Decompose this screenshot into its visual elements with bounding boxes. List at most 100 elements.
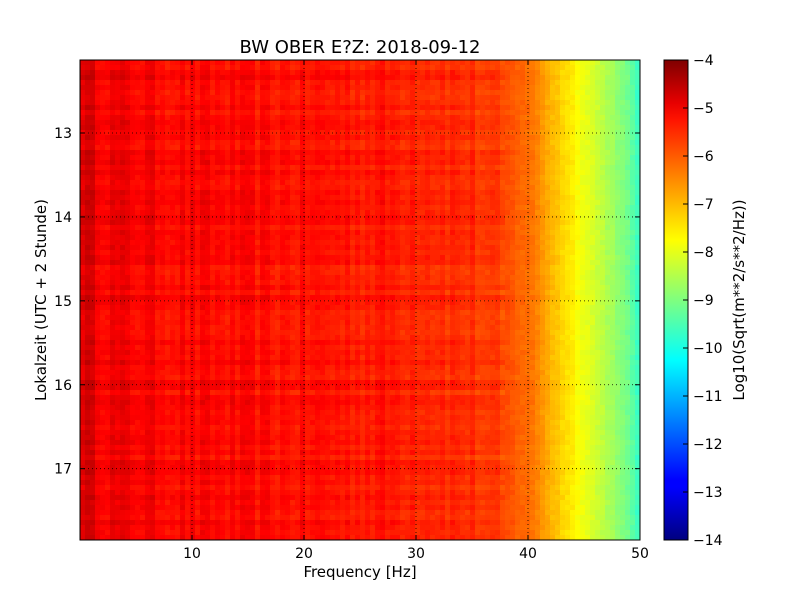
heatmap-cell bbox=[120, 240, 126, 246]
heatmap-cell bbox=[275, 185, 281, 191]
heatmap-cell bbox=[345, 150, 351, 156]
heatmap-cell bbox=[510, 245, 516, 251]
heatmap-cell bbox=[255, 265, 261, 271]
heatmap-cell bbox=[565, 75, 571, 81]
heatmap-cell bbox=[630, 125, 636, 131]
heatmap-cell bbox=[635, 225, 640, 231]
heatmap-cell bbox=[225, 105, 231, 111]
heatmap-cell bbox=[185, 85, 191, 91]
heatmap-cell bbox=[205, 135, 211, 141]
heatmap-cell bbox=[225, 70, 231, 76]
heatmap-cell bbox=[280, 175, 286, 181]
heatmap-cell bbox=[125, 215, 131, 221]
heatmap-cell bbox=[545, 220, 551, 226]
heatmap-cell bbox=[475, 215, 481, 221]
heatmap-cell bbox=[515, 200, 521, 206]
heatmap-cell bbox=[335, 275, 341, 281]
heatmap-cell bbox=[385, 205, 391, 211]
heatmap-cell bbox=[530, 245, 536, 251]
heatmap-cell bbox=[195, 160, 201, 166]
heatmap-cell bbox=[195, 190, 201, 196]
heatmap-cell bbox=[280, 165, 286, 171]
heatmap-cell bbox=[485, 90, 491, 96]
heatmap-cell bbox=[220, 180, 226, 186]
heatmap-cell bbox=[465, 125, 471, 131]
heatmap-cell bbox=[575, 150, 581, 156]
heatmap-cell bbox=[595, 250, 601, 256]
heatmap-cell bbox=[625, 210, 631, 216]
heatmap-cell bbox=[455, 260, 461, 266]
heatmap-cell bbox=[610, 275, 616, 281]
heatmap-cell bbox=[80, 230, 86, 236]
heatmap-cell bbox=[205, 120, 211, 126]
heatmap-cell bbox=[130, 160, 136, 166]
heatmap-cell bbox=[335, 185, 341, 191]
heatmap-cell bbox=[105, 120, 111, 126]
heatmap-cell bbox=[285, 125, 291, 131]
heatmap-cell bbox=[360, 130, 366, 136]
heatmap-cell bbox=[615, 130, 621, 136]
heatmap-cell bbox=[615, 195, 621, 201]
heatmap-cell bbox=[330, 220, 336, 226]
heatmap-cell bbox=[405, 170, 411, 176]
heatmap-cell bbox=[345, 275, 351, 281]
heatmap-cell bbox=[135, 255, 141, 261]
heatmap-cell bbox=[310, 85, 316, 91]
heatmap-cell bbox=[190, 195, 196, 201]
heatmap-cell bbox=[125, 175, 131, 181]
heatmap-cell bbox=[255, 145, 261, 151]
heatmap-cell bbox=[95, 115, 101, 121]
heatmap-cell bbox=[200, 185, 206, 191]
heatmap-cell bbox=[155, 145, 161, 151]
heatmap-cell bbox=[475, 225, 481, 231]
heatmap-cell bbox=[285, 270, 291, 276]
heatmap-cell bbox=[235, 85, 241, 91]
heatmap-cell bbox=[295, 280, 301, 286]
heatmap-cell bbox=[90, 125, 96, 131]
heatmap-cell bbox=[460, 125, 466, 131]
heatmap-cell bbox=[570, 215, 576, 221]
heatmap-cell bbox=[330, 175, 336, 181]
heatmap-cell bbox=[120, 260, 126, 266]
heatmap-cell bbox=[610, 100, 616, 106]
heatmap-cell bbox=[555, 65, 561, 71]
heatmap-cell bbox=[240, 190, 246, 196]
heatmap-cell bbox=[545, 100, 551, 106]
heatmap-cell bbox=[255, 115, 261, 121]
heatmap-cell bbox=[600, 135, 606, 141]
heatmap-cell bbox=[430, 95, 436, 101]
heatmap-cell bbox=[455, 215, 461, 221]
heatmap-cell bbox=[150, 270, 156, 276]
heatmap-cell bbox=[455, 255, 461, 261]
heatmap-cell bbox=[620, 245, 626, 251]
heatmap-cell bbox=[100, 150, 106, 156]
heatmap-cell bbox=[585, 65, 591, 71]
heatmap-cell bbox=[320, 70, 326, 76]
heatmap-cell bbox=[255, 90, 261, 96]
heatmap-cell bbox=[340, 240, 346, 246]
heatmap-cell bbox=[260, 210, 266, 216]
heatmap-cell bbox=[495, 145, 501, 151]
heatmap-cell bbox=[370, 275, 376, 281]
heatmap-cell bbox=[385, 245, 391, 251]
heatmap-cell bbox=[485, 265, 491, 271]
heatmap-cell bbox=[340, 245, 346, 251]
heatmap-cell bbox=[545, 160, 551, 166]
heatmap-cell bbox=[535, 175, 541, 181]
heatmap-cell bbox=[265, 220, 271, 226]
heatmap-cell bbox=[590, 140, 596, 146]
heatmap-cell bbox=[345, 265, 351, 271]
heatmap-cell bbox=[460, 230, 466, 236]
heatmap-cell bbox=[240, 65, 246, 71]
heatmap-cell bbox=[140, 90, 146, 96]
heatmap-cell bbox=[370, 165, 376, 171]
heatmap-cell bbox=[305, 170, 311, 176]
heatmap-cell bbox=[440, 245, 446, 251]
heatmap-cell bbox=[240, 85, 246, 91]
heatmap-cell bbox=[260, 140, 266, 146]
heatmap-cell bbox=[450, 135, 456, 141]
heatmap-cell bbox=[155, 210, 161, 216]
heatmap-cell bbox=[210, 280, 216, 286]
heatmap-cell bbox=[355, 125, 361, 131]
heatmap-cell bbox=[185, 60, 191, 66]
